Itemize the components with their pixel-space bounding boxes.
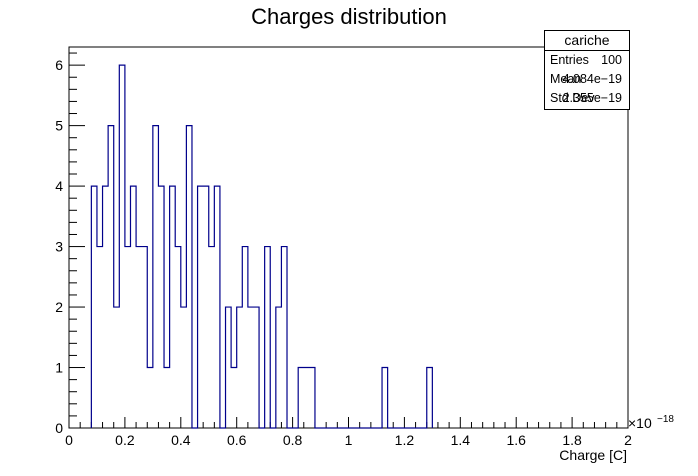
x-tick-label: 0.8 [283,432,303,448]
stats-stddev-label: Std Dev [550,91,595,105]
x-tick-label: 0.6 [227,432,247,448]
stats-mean-value: 4.084e−19 [562,72,622,86]
x-multiplier-base: ×10 [628,415,652,431]
chart-title: Charges distribution [251,4,447,29]
stats-entries-row: Entries 100 [545,51,629,70]
x-tick-label: 0.4 [171,432,191,448]
stats-box-title: cariche [545,31,629,51]
x-axis: 0 0.2 0.4 0.6 0.8 1 1.2 1.4 1.6 1.8 2 [65,417,632,448]
y-axis: 0 1 2 3 4 5 6 [55,52,85,436]
stats-mean-label: Mean [550,72,582,86]
x-tick-label: 0.2 [115,432,135,448]
stats-entries-label: Entries [550,53,589,67]
stats-stddev-value: 2.355e−19 [562,91,622,105]
y-tick-label: 4 [55,178,63,194]
y-tick-label: 2 [55,299,63,315]
x-tick-label: 2 [624,432,632,448]
x-tick-label: 1.4 [451,432,471,448]
x-tick-label: 1.8 [562,432,582,448]
x-axis-multiplier: ×10 −18 [628,414,674,431]
x-multiplier-exponent: −18 [657,414,674,425]
histogram-outline [90,64,433,429]
y-tick-label: 6 [55,57,63,73]
y-tick-label: 0 [55,420,63,436]
stats-box: cariche Entries 100 Mean 4.084e−19 Std D… [544,30,630,110]
x-axis-label: Charge [C] [559,447,627,463]
y-tick-label: 5 [55,118,63,134]
y-tick-label: 1 [55,360,63,376]
x-tick-label: 0 [65,432,73,448]
stats-mean-row: Mean 4.084e−19 [545,70,629,89]
x-tick-label: 1.6 [506,432,526,448]
stats-stddev-row: Std Dev 2.355e−19 [545,89,629,108]
x-tick-label: 1 [345,432,353,448]
stats-entries-value: 100 [601,53,622,67]
x-tick-label: 1.2 [395,432,415,448]
y-tick-label: 3 [55,239,63,255]
